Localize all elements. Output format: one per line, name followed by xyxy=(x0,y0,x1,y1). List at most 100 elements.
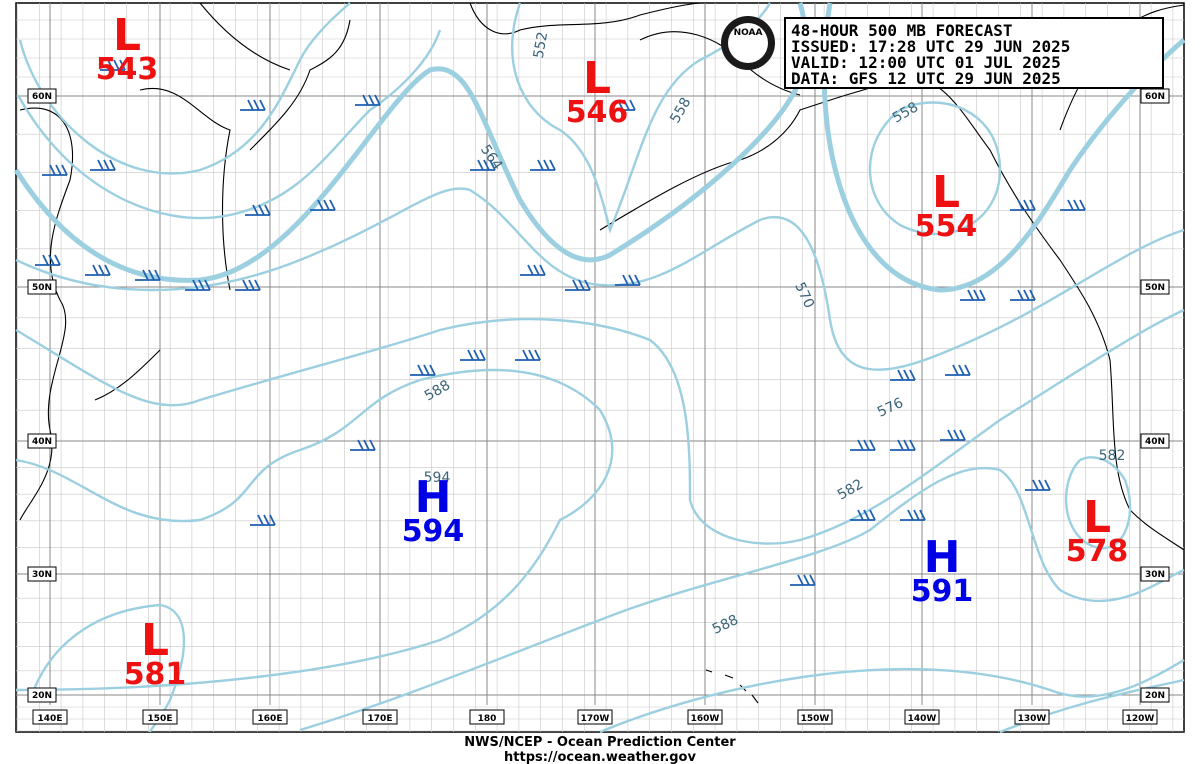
lat-label: 20N xyxy=(1145,691,1165,701)
wind-barb xyxy=(940,429,966,441)
center-type: H xyxy=(415,472,452,523)
wind-barbs xyxy=(35,59,1086,586)
lon-label: 140W xyxy=(908,714,937,724)
lat-label-box xyxy=(1140,279,1170,295)
wind-barb xyxy=(515,349,541,361)
lon-label: 160W xyxy=(691,714,720,724)
lat-label-box xyxy=(27,687,57,703)
wind-barb xyxy=(960,289,986,301)
center-type: L xyxy=(1083,492,1111,543)
center-value: 581 xyxy=(124,657,187,692)
wind-barb xyxy=(355,94,381,106)
header-line: DATA: GFS 12 UTC 29 JUN 2025 xyxy=(791,69,1061,88)
lon-label: 130W xyxy=(1018,714,1047,724)
lon-label-box xyxy=(142,709,178,725)
lat-label: 30N xyxy=(1145,570,1165,580)
wind-barb xyxy=(790,574,816,586)
footer-line: https://ocean.weather.gov xyxy=(504,750,696,764)
lon-label: 120W xyxy=(1126,714,1155,724)
center-value: 578 xyxy=(1066,534,1129,569)
wind-barb xyxy=(135,269,161,281)
wind-barb xyxy=(90,159,116,171)
lat-label-box xyxy=(1140,433,1170,449)
lon-label: 170W xyxy=(581,714,610,724)
center-type: H xyxy=(924,532,961,583)
lon-label-box xyxy=(577,709,613,725)
contour-label: 552 xyxy=(531,31,551,60)
footer-line: NWS/NCEP - Ocean Prediction Center xyxy=(464,735,736,750)
lon-label-box xyxy=(797,709,833,725)
lat-label: 40N xyxy=(1145,437,1165,447)
wind-barb xyxy=(235,279,261,291)
lat-label: 40N xyxy=(32,437,52,447)
header-line: 48-HOUR 500 MB FORECAST xyxy=(791,21,1013,40)
lat-label: 30N xyxy=(32,570,52,580)
contour-label: 594 xyxy=(424,470,451,486)
lon-label: 140E xyxy=(38,714,63,724)
center-type: L xyxy=(113,10,141,61)
center-type: L xyxy=(932,167,960,218)
wind-barb xyxy=(100,59,126,71)
lat-label-box xyxy=(27,566,57,582)
logo-inner xyxy=(728,23,768,63)
lon-label-box xyxy=(687,709,723,725)
wind-barb xyxy=(85,264,111,276)
contour-label: 582 xyxy=(1099,448,1126,464)
lat-label-box xyxy=(1140,687,1170,703)
lon-label: 180 xyxy=(478,714,497,724)
lat-label: 60N xyxy=(32,92,52,102)
wind-barb xyxy=(410,364,436,376)
lon-label-box xyxy=(1014,709,1050,725)
wind-barb xyxy=(245,204,271,216)
lon-label: 150E xyxy=(148,714,173,724)
wind-barb xyxy=(565,279,591,291)
lon-label: 170E xyxy=(368,714,393,724)
lon-label-box xyxy=(362,709,398,725)
wind-barb xyxy=(850,509,876,521)
wind-barb xyxy=(250,514,276,526)
center-type: L xyxy=(141,615,169,666)
lon-label-box xyxy=(252,709,288,725)
logo-text: NOAA xyxy=(734,28,763,38)
center-value: 543 xyxy=(96,52,159,87)
lon-label: 150W xyxy=(801,714,830,724)
center-value: 594 xyxy=(402,514,465,549)
grid xyxy=(16,3,1184,732)
lon-label-box xyxy=(469,709,505,725)
lat-label: 60N xyxy=(1145,92,1165,102)
lat-label-box xyxy=(1140,566,1170,582)
wind-barb xyxy=(1010,199,1036,211)
wind-barb xyxy=(945,364,971,376)
wind-barb xyxy=(185,279,211,291)
lon-label-box xyxy=(1122,709,1158,725)
wind-barb xyxy=(890,439,916,451)
wind-barb xyxy=(900,509,926,521)
coastlines xyxy=(19,2,1185,704)
lon-label-box xyxy=(904,709,940,725)
wind-barb xyxy=(850,439,876,451)
wind-barb xyxy=(470,159,496,171)
center-value: 591 xyxy=(911,574,974,609)
wind-barb xyxy=(520,264,546,276)
wind-barb xyxy=(615,274,641,286)
map-frame xyxy=(15,2,1185,733)
wind-barb xyxy=(890,369,916,381)
wind-barb xyxy=(310,199,336,211)
center-value: 554 xyxy=(915,209,978,244)
wind-barb xyxy=(350,439,376,451)
lat-label: 20N xyxy=(32,691,52,701)
wind-barb xyxy=(240,99,266,111)
lat-label: 50N xyxy=(1145,283,1165,293)
header-box xyxy=(784,17,1164,89)
lat-label-box xyxy=(27,279,57,295)
lon-label: 160E xyxy=(258,714,283,724)
wind-barb xyxy=(1060,199,1086,211)
lon-label-box xyxy=(32,709,68,725)
lat-label: 50N xyxy=(32,283,52,293)
center-value: 546 xyxy=(566,95,629,130)
wind-barb xyxy=(1010,289,1036,301)
wind-barb xyxy=(530,159,556,171)
wind-barb xyxy=(42,164,68,176)
center-type: L xyxy=(583,53,611,104)
